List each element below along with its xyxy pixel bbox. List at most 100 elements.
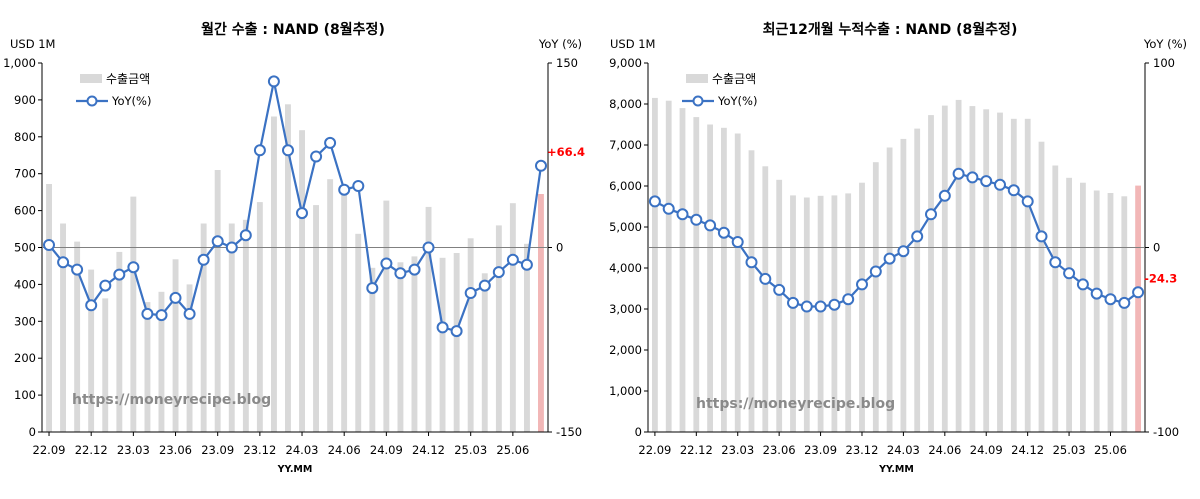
- y-tick-label: 800: [14, 130, 36, 144]
- yoy-point-24.03: [897, 245, 910, 258]
- y-tick-label: 1,000: [609, 384, 642, 398]
- y-tick-label: 0: [635, 425, 642, 439]
- y-axis-unit-label: USD 1M: [10, 37, 55, 51]
- x-tick-label: 23.12: [846, 443, 879, 457]
- x-tick-label: 25.06: [1094, 443, 1127, 457]
- x-axis-title: YY.MM: [277, 464, 313, 475]
- bar-24.02: [285, 104, 291, 433]
- yoy-point-25.08: [535, 159, 547, 172]
- x-tick-label: 22.12: [680, 443, 713, 457]
- yoy-point-23.12: [253, 144, 266, 157]
- bar-24.01: [872, 162, 879, 432]
- x-tick-label: 24.12: [1011, 443, 1044, 457]
- bar-23.09: [214, 170, 221, 432]
- yoy-point-25.03: [1063, 267, 1076, 280]
- bar-22.11: [74, 241, 81, 432]
- yoy-point-23.08: [800, 300, 813, 313]
- bar-24.04: [914, 128, 921, 432]
- watermark-text: https://moneyrecipe.blog: [696, 396, 895, 412]
- x-tick-label: 24.09: [970, 443, 1003, 457]
- bar-24.06: [941, 105, 948, 432]
- yoy-point-24.06: [338, 183, 351, 196]
- yoy-point-22.09: [648, 195, 661, 208]
- yoy-point-22.10: [57, 256, 70, 269]
- legend-label-bar: 수출금액: [106, 72, 150, 86]
- yoy-point-22.11: [71, 263, 84, 276]
- bar-22.10: [665, 100, 672, 432]
- yoy-point-23.08: [197, 253, 210, 266]
- bar-23.11: [845, 193, 852, 432]
- bar-24.08: [969, 106, 976, 432]
- x-tick-label: 24.06: [928, 443, 961, 457]
- yoy-point-23.07: [787, 296, 799, 309]
- bar-23.04: [144, 302, 151, 432]
- x-tick-label: 25.03: [1053, 443, 1086, 457]
- yoy-point-23.09: [814, 300, 827, 313]
- bar-23.05: [762, 166, 769, 433]
- yoy-point-25.01: [1035, 230, 1048, 243]
- y-tick-label: 3,000: [609, 302, 642, 316]
- bar-23.03: [734, 133, 741, 432]
- bar-23.01: [102, 298, 109, 432]
- legend-label-bar: 수출금액: [712, 72, 756, 86]
- x-tick-label: 23.03: [117, 443, 150, 457]
- bar-24.07: [355, 233, 362, 432]
- yoy-point-24.07: [952, 167, 965, 180]
- chart-ttm-export: 최근12개월 누적수출 : NAND (8월추정) USD 1M YoY (%) 0 1…: [609, 21, 1187, 475]
- yoy-point-24.08: [366, 282, 379, 295]
- bar-24.01: [271, 116, 277, 432]
- bar-25.06: [509, 203, 516, 432]
- y-tick-label: 9,000: [609, 56, 642, 70]
- yoy-point-24.12: [422, 241, 435, 254]
- bar-25.04: [481, 273, 488, 432]
- x-tick-label: 24.03: [887, 443, 920, 457]
- y-tick-label: 600: [14, 204, 36, 218]
- y2-axis-unit-label: YoY (%): [1143, 37, 1187, 51]
- yoy-point-25.07: [520, 258, 533, 271]
- yoy-point-24.08: [966, 171, 979, 184]
- bar-23.02: [721, 127, 727, 433]
- y-tick-label: 6,000: [609, 179, 642, 193]
- bar-24.05: [327, 179, 334, 432]
- bar-24.11: [411, 256, 418, 432]
- yoy-point-22.09: [43, 239, 55, 251]
- bar-23.06: [172, 259, 179, 432]
- bar-25.02: [453, 253, 460, 432]
- y2-tick-label: 0: [556, 241, 563, 255]
- bar-23.02: [116, 251, 123, 432]
- bar-22.09: [46, 184, 52, 432]
- legend-swatch-marker: [86, 95, 98, 107]
- bar-24.02: [886, 147, 893, 432]
- yoy-point-23.10: [828, 298, 841, 311]
- last-value-label: +66.4: [547, 145, 585, 159]
- bar-25.08: [1135, 185, 1141, 432]
- bar-24.10: [397, 262, 404, 432]
- yoy-point-23.06: [773, 283, 786, 296]
- y-tick-label: 2,000: [609, 343, 642, 357]
- bar-24.04: [313, 205, 319, 432]
- x-tick-label: 24.09: [370, 443, 403, 457]
- y-tick-label: 400: [14, 277, 36, 291]
- chart-monthly-export: 월간 수출 : NAND (8월추정) USD 1M YoY (%) 0 100 200 3…: [3, 21, 585, 475]
- y2-axis-unit-label: YoY (%): [538, 37, 582, 51]
- x-tick-label: 24.12: [412, 443, 445, 457]
- yoy-point-23.11: [239, 229, 252, 242]
- bar-25.01: [1038, 141, 1045, 432]
- bar-23.08: [803, 197, 810, 432]
- yoy-point-25.04: [478, 279, 491, 292]
- bar-24.10: [997, 112, 1003, 432]
- yoy-point-25.02: [1049, 256, 1062, 269]
- watermark-text: https://moneyrecipe.blog: [72, 392, 271, 408]
- bar-24.03: [900, 138, 907, 432]
- bar-24.07: [955, 99, 962, 433]
- x-tick-label: 23.06: [159, 443, 192, 457]
- y-tick-label: 5,000: [609, 220, 642, 234]
- legend-label-line: YoY(%): [717, 94, 757, 108]
- bar-24.08: [369, 267, 376, 432]
- y2-tick-label: -100: [1153, 425, 1179, 439]
- x-tick-label: 23.06: [763, 443, 796, 457]
- x-tick-label: 22.09: [33, 443, 66, 457]
- bar-23.11: [242, 219, 249, 432]
- yoy-point-24.04: [310, 150, 323, 163]
- bar-22.10: [60, 223, 66, 432]
